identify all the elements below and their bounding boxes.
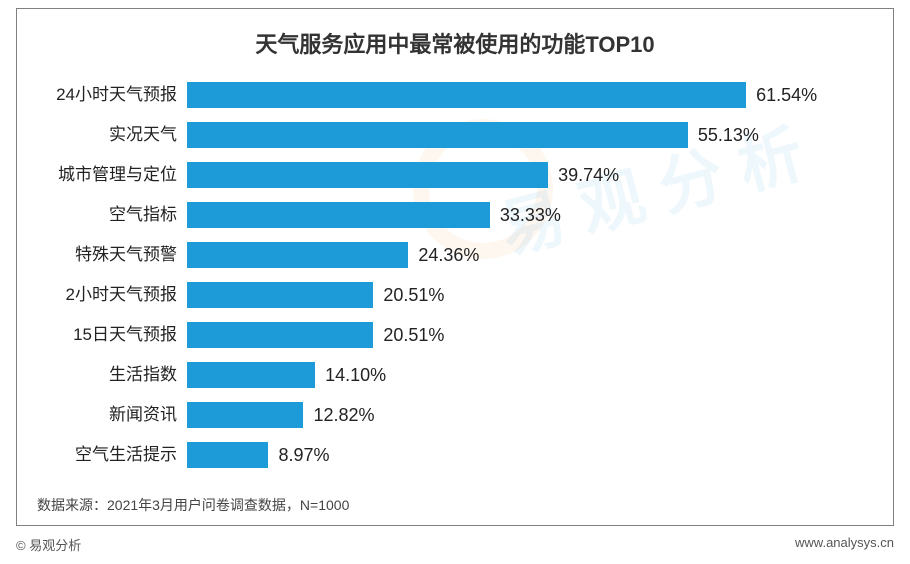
bar xyxy=(187,162,548,188)
bar xyxy=(187,242,408,268)
value-label: 61.54% xyxy=(756,85,817,106)
bar xyxy=(187,322,373,348)
bar-row: 生活指数14.10% xyxy=(187,355,823,395)
bar-row: 24小时天气预报61.54% xyxy=(187,75,823,115)
category-label: 15日天气预报 xyxy=(17,315,177,355)
value-label: 14.10% xyxy=(325,365,386,386)
bar xyxy=(187,122,688,148)
value-label: 55.13% xyxy=(698,125,759,146)
category-label: 实况天气 xyxy=(17,115,177,155)
value-label: 39.74% xyxy=(558,165,619,186)
footer-copyright: © 易观分析 xyxy=(16,535,81,554)
category-label: 24小时天气预报 xyxy=(17,75,177,115)
chart-frame: 易观分析 天气服务应用中最常被使用的功能TOP10 24小时天气预报61.54%… xyxy=(16,8,894,526)
value-label: 8.97% xyxy=(278,445,329,466)
plot-area: 24小时天气预报61.54%实况天气55.13%城市管理与定位39.74%空气指… xyxy=(17,65,893,485)
bar-row: 空气指标33.33% xyxy=(187,195,823,235)
category-label: 生活指数 xyxy=(17,355,177,395)
footer: © 易观分析 www.analysys.cn xyxy=(16,535,894,554)
plot-inner: 24小时天气预报61.54%实况天气55.13%城市管理与定位39.74%空气指… xyxy=(187,75,823,485)
value-label: 20.51% xyxy=(383,285,444,306)
bar-row: 城市管理与定位39.74% xyxy=(187,155,823,195)
bar xyxy=(187,202,490,228)
bar-row: 15日天气预报20.51% xyxy=(187,315,823,355)
category-label: 空气生活提示 xyxy=(17,435,177,475)
category-label: 新闻资讯 xyxy=(17,395,177,435)
category-label: 城市管理与定位 xyxy=(17,155,177,195)
bar xyxy=(187,82,746,108)
bar-row: 特殊天气预警24.36% xyxy=(187,235,823,275)
bar-row: 新闻资讯12.82% xyxy=(187,395,823,435)
category-label: 特殊天气预警 xyxy=(17,235,177,275)
bar xyxy=(187,402,303,428)
value-label: 24.36% xyxy=(418,245,479,266)
value-label: 12.82% xyxy=(313,405,374,426)
value-label: 33.33% xyxy=(500,205,561,226)
footer-url: www.analysys.cn xyxy=(795,535,894,554)
bar xyxy=(187,362,315,388)
value-label: 20.51% xyxy=(383,325,444,346)
source-note: 数据来源：2021年3月用户问卷调查数据，N=1000 xyxy=(37,495,349,515)
category-label: 2小时天气预报 xyxy=(17,275,177,315)
chart-title: 天气服务应用中最常被使用的功能TOP10 xyxy=(17,9,893,65)
category-label: 空气指标 xyxy=(17,195,177,235)
bar-row: 空气生活提示8.97% xyxy=(187,435,823,475)
bar-row: 实况天气55.13% xyxy=(187,115,823,155)
bar-row: 2小时天气预报20.51% xyxy=(187,275,823,315)
bar xyxy=(187,282,373,308)
bar xyxy=(187,442,268,468)
